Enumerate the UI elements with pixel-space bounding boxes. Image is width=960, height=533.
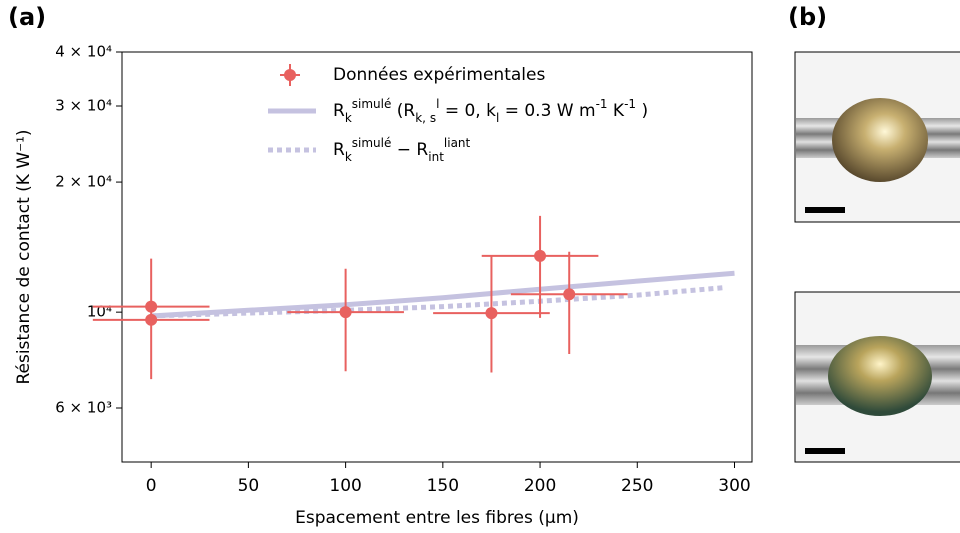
x-tick-label: 150 xyxy=(427,476,459,496)
x-tick-label: 100 xyxy=(329,476,361,496)
data-point xyxy=(145,300,158,313)
legend-swatch xyxy=(284,69,296,81)
x-tick-label: 250 xyxy=(621,476,653,496)
legend-label: Rksimulé − Rintliant xyxy=(333,136,471,164)
data-point xyxy=(339,306,352,319)
x-tick-label: 50 xyxy=(238,476,260,496)
y-tick-label: 4 × 10⁴ xyxy=(55,43,112,61)
y-tick-label: 3 × 10⁴ xyxy=(55,96,112,114)
photo xyxy=(794,291,960,463)
photo xyxy=(794,51,960,223)
panel-label: (b) xyxy=(788,3,827,31)
data-point xyxy=(485,307,498,320)
data-point xyxy=(145,313,158,326)
x-tick-label: 0 xyxy=(146,476,157,496)
x-tick-label: 200 xyxy=(524,476,556,496)
legend-label: Rksimulé (Rk, sl = 0, kl = 0.3 W m-1 K-1… xyxy=(333,97,648,125)
y-axis-title: Résistance de contact (K W⁻¹) xyxy=(14,129,34,384)
x-axis-title: Espacement entre les fibres (µm) xyxy=(295,508,579,528)
panel-label: (a) xyxy=(8,3,46,31)
data-point xyxy=(563,288,576,301)
y-tick-label: 2 × 10⁴ xyxy=(55,173,112,191)
y-tick-label: 6 × 10³ xyxy=(55,399,112,417)
line xyxy=(151,285,725,319)
legend-label: Données expérimentales xyxy=(333,65,545,85)
x-tick-label: 300 xyxy=(718,476,750,496)
plot-frame xyxy=(121,51,753,463)
data-point xyxy=(534,249,547,262)
line xyxy=(151,270,735,319)
y-tick-label: 10⁴ xyxy=(87,303,112,321)
